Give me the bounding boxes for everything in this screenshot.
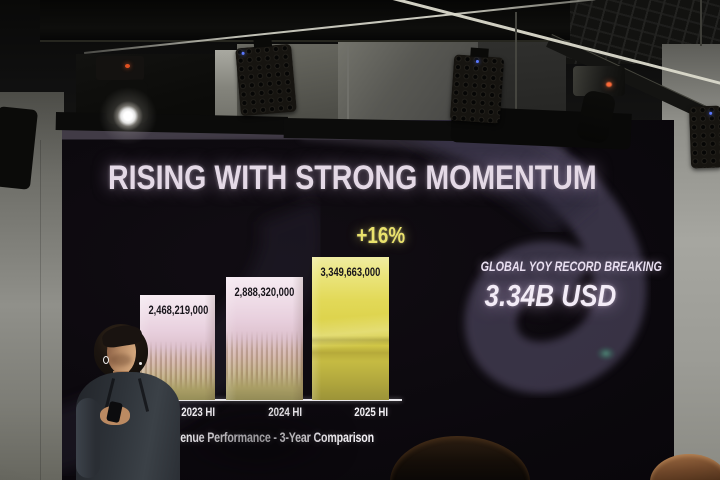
teal-reflection bbox=[596, 346, 616, 361]
bar-value-label: 2,468,219,000 bbox=[148, 303, 209, 317]
earring bbox=[103, 356, 109, 364]
presenter-face-shade bbox=[110, 354, 132, 366]
stage-light-fixture bbox=[96, 56, 144, 80]
slide-title: RISING WITH STRONG MOMENTUM bbox=[108, 159, 597, 197]
light-glow-core bbox=[113, 101, 143, 131]
ceiling-edge bbox=[283, 118, 460, 142]
callout-kicker: GLOBAL YOY RECORD BREAKING bbox=[480, 259, 662, 274]
bar-value-wrap: 2,468,219,000 bbox=[140, 301, 215, 319]
headset-mic-icon bbox=[139, 362, 142, 365]
bar: 3,349,663,000 bbox=[312, 257, 389, 400]
stage-light-fixture bbox=[235, 37, 297, 117]
bar: 2,888,320,000 bbox=[226, 277, 303, 400]
status-led-icon bbox=[241, 51, 245, 56]
presenter bbox=[50, 310, 190, 480]
stage-light-fixture bbox=[449, 47, 505, 124]
status-led-icon bbox=[475, 59, 480, 64]
callout: GLOBAL YOY RECORD BREAKING 3.34B USD bbox=[458, 258, 662, 314]
rigging-pole bbox=[700, 0, 702, 46]
rigging-pole bbox=[515, 12, 517, 136]
growth-badge: +16% bbox=[355, 222, 405, 248]
presenter-arm bbox=[76, 398, 100, 478]
bar-value-wrap: 2,888,320,000 bbox=[226, 283, 303, 301]
fixture-yoke bbox=[470, 47, 489, 58]
wall-crease bbox=[40, 140, 41, 480]
stage-light-fixture bbox=[688, 105, 720, 169]
fixture-glint bbox=[606, 82, 612, 87]
fixture-yoke bbox=[253, 37, 273, 48]
status-led-icon bbox=[709, 111, 713, 115]
bar-value-label: 3,349,663,000 bbox=[320, 265, 381, 279]
wall-strip bbox=[215, 50, 237, 134]
stage-light-fixture bbox=[573, 66, 625, 96]
truss-beam bbox=[40, 0, 570, 42]
bar-value-label: 2,888,320,000 bbox=[234, 285, 295, 299]
status-led-icon bbox=[125, 64, 130, 68]
callout-value: 3.34B USD bbox=[484, 278, 616, 313]
bar-value-wrap: 3,349,663,000 bbox=[312, 263, 389, 281]
rigging-pole bbox=[347, 46, 349, 134]
